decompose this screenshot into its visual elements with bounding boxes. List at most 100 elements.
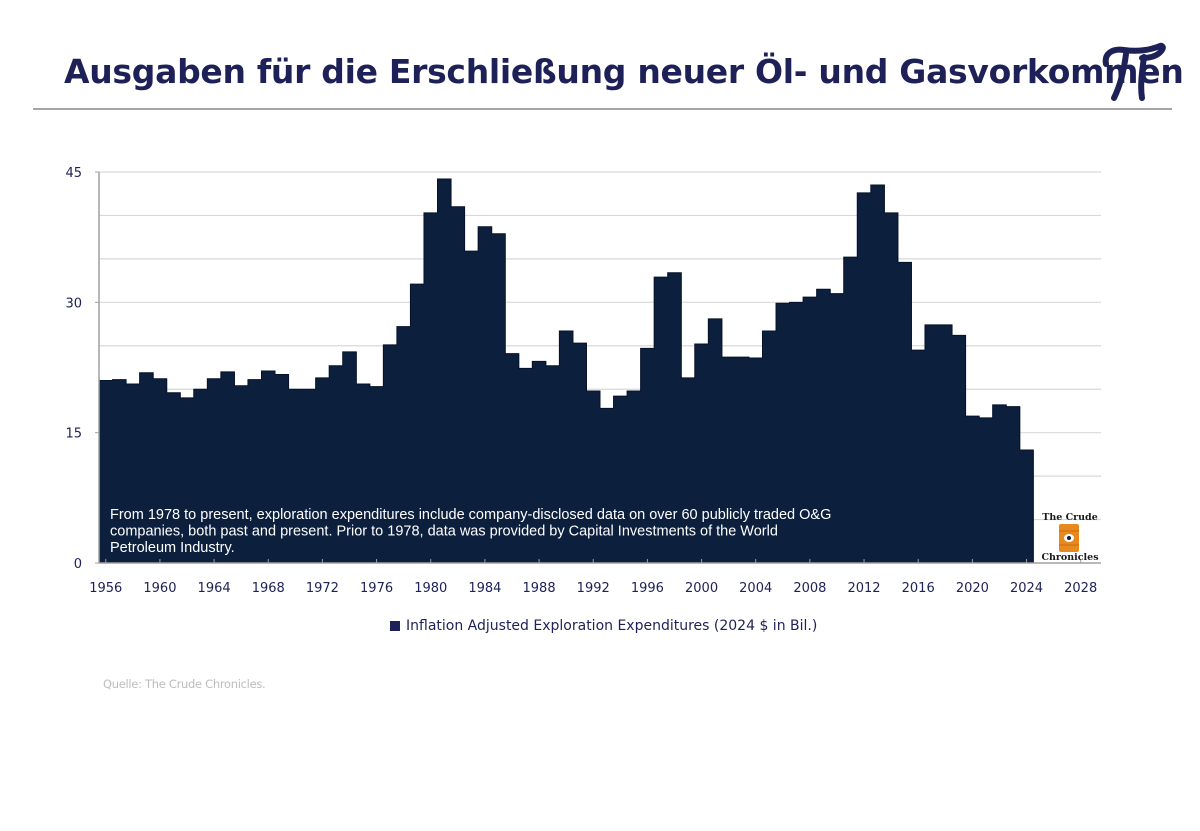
x-tick-label: 1980 xyxy=(414,581,447,596)
legend-swatch xyxy=(390,621,400,631)
x-tick-label: 2020 xyxy=(956,581,989,596)
x-tick-label: 1988 xyxy=(523,581,556,596)
annotation-line: companies, both past and present. Prior … xyxy=(110,524,778,540)
bar-1992 xyxy=(586,390,601,563)
bar-2015 xyxy=(897,262,912,563)
bar-2021 xyxy=(979,417,994,563)
bar-1991 xyxy=(572,343,587,563)
bar-2018 xyxy=(938,324,953,563)
bar-1974 xyxy=(342,351,357,563)
bar-2011 xyxy=(843,257,858,563)
bar-1988 xyxy=(532,361,547,563)
x-tick-label: 2004 xyxy=(739,581,772,596)
bar-2005 xyxy=(762,331,777,563)
x-tick-label: 2028 xyxy=(1064,581,1097,596)
bar-2012 xyxy=(857,192,872,563)
bar-1983 xyxy=(464,251,479,563)
bar-1971 xyxy=(302,389,317,563)
legend-label: Inflation Adjusted Exploration Expenditu… xyxy=(406,618,818,634)
bar-2013 xyxy=(870,185,885,564)
x-tick-label: 1968 xyxy=(252,581,285,596)
bar-1957 xyxy=(112,379,127,563)
bar-2017 xyxy=(924,324,939,563)
bar-1960 xyxy=(153,378,168,563)
bar-2000 xyxy=(694,344,709,563)
bar-1965 xyxy=(220,371,235,563)
bar-1964 xyxy=(207,378,222,563)
y-tick-label: 45 xyxy=(65,166,82,181)
x-axis-ticks: 1956 1960 1964 1968 1972 1976 1980 1984 1988 1992… xyxy=(89,559,1097,596)
bar-2014 xyxy=(884,212,899,564)
bar-2001 xyxy=(708,318,723,563)
bar-1989 xyxy=(545,365,560,563)
bar-1997 xyxy=(654,277,669,563)
x-tick-label: 1964 xyxy=(198,581,231,596)
annotation-line: From 1978 to present, exploration expend… xyxy=(110,507,831,523)
bar-2020 xyxy=(965,416,980,563)
annotation-line: Petroleum Industry. xyxy=(110,540,235,556)
bar-1967 xyxy=(247,379,262,563)
bar-2008 xyxy=(803,297,818,563)
bar-1995 xyxy=(627,390,642,563)
bar-1987 xyxy=(518,368,533,563)
bar-1959 xyxy=(139,372,154,563)
y-tick-label: 30 xyxy=(65,296,82,311)
x-tick-label: 2012 xyxy=(847,581,880,596)
legend: Inflation Adjusted Exploration Expenditu… xyxy=(390,618,817,634)
bar-1985 xyxy=(491,233,506,564)
x-tick-label: 2000 xyxy=(685,581,718,596)
x-tick-label: 1956 xyxy=(89,581,122,596)
watermark-bottom-text: Chronicles xyxy=(1041,552,1099,563)
bar-2024 xyxy=(1019,450,1034,563)
bar-2019 xyxy=(952,335,966,563)
bar-1970 xyxy=(288,389,303,563)
bar-2007 xyxy=(789,302,804,563)
bar-2016 xyxy=(911,350,926,563)
bar-2010 xyxy=(830,293,845,563)
bar-1961 xyxy=(166,392,181,563)
pi-logo-icon xyxy=(1102,42,1166,101)
y-tick-label: 0 xyxy=(74,557,82,572)
bar-2006 xyxy=(776,303,790,563)
bar-1996 xyxy=(640,348,655,563)
axes xyxy=(98,172,1101,564)
x-tick-label: 2024 xyxy=(1010,581,1043,596)
x-tick-label: 1972 xyxy=(306,581,339,596)
chart-annotation: From 1978 to present, exploration expend… xyxy=(110,507,831,556)
x-tick-label: 2008 xyxy=(793,581,826,596)
bar-1956 xyxy=(99,380,113,563)
x-tick-label: 2016 xyxy=(902,581,935,596)
page-title: Ausgaben für die Erschließung neuer Öl- … xyxy=(64,52,1184,91)
bar-2023 xyxy=(1006,406,1021,563)
x-tick-label: 1960 xyxy=(143,581,176,596)
bar-1978 xyxy=(396,326,411,563)
bar-1975 xyxy=(356,384,371,563)
bar-1972 xyxy=(315,377,330,563)
bar-2009 xyxy=(816,289,831,563)
bar-1966 xyxy=(234,385,249,563)
bar-1977 xyxy=(383,344,398,563)
bar-1981 xyxy=(437,178,452,563)
bar-1999 xyxy=(681,377,696,563)
bar-1963 xyxy=(193,389,208,563)
x-tick-label: 1976 xyxy=(360,581,393,596)
bar-1990 xyxy=(559,331,574,563)
bar-1968 xyxy=(261,370,276,563)
bar-2003 xyxy=(735,357,750,563)
oil-barrel-icon xyxy=(1059,524,1079,552)
bar-1993 xyxy=(600,408,614,563)
x-tick-label: 1984 xyxy=(468,581,501,596)
bar-1962 xyxy=(180,397,195,563)
watermark-top-text: The Crude xyxy=(1042,512,1098,523)
title-divider xyxy=(33,108,1172,110)
bar-1958 xyxy=(126,384,141,563)
bar-1998 xyxy=(667,272,682,563)
bar-1986 xyxy=(505,353,520,563)
bar-1979 xyxy=(410,284,425,563)
crude-chronicles-watermark: The Crude Chronicles xyxy=(1036,512,1104,564)
bar-series xyxy=(98,178,1034,564)
x-tick-label: 1996 xyxy=(631,581,664,596)
bar-1982 xyxy=(451,206,465,563)
bar-2022 xyxy=(992,404,1007,563)
y-axis-ticks: 0 15 30 45 xyxy=(65,166,99,572)
